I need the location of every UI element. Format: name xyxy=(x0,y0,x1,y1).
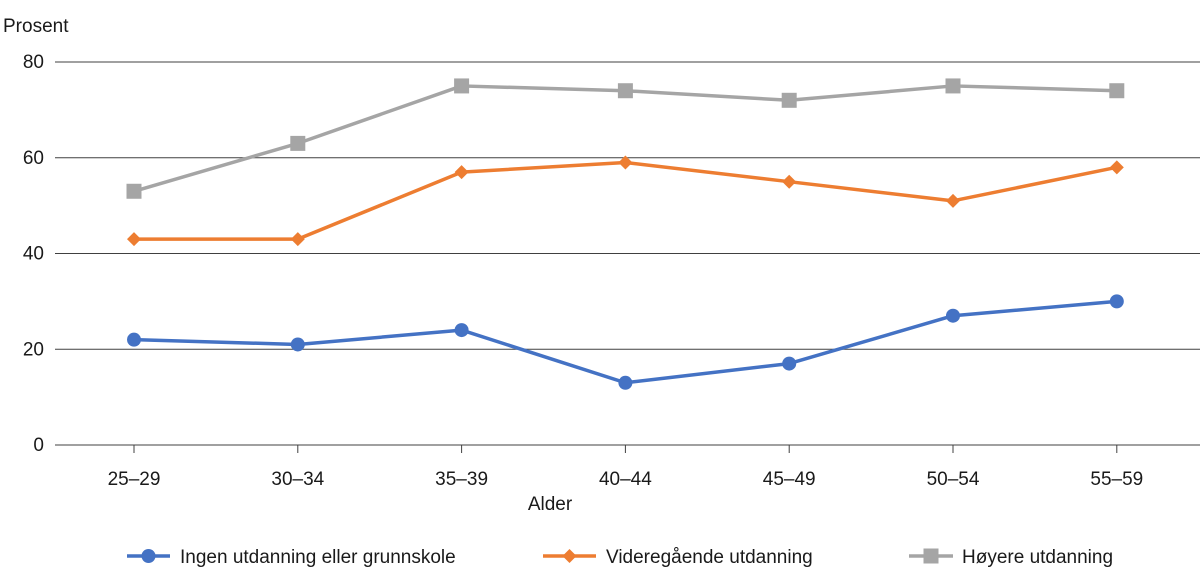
data-point xyxy=(290,232,305,247)
series-1 xyxy=(127,155,1124,247)
y-tick-label: 20 xyxy=(23,339,44,360)
legend: Ingen utdanning eller grunnskole Videregå… xyxy=(127,547,1113,568)
x-axis-title: Alder xyxy=(528,494,573,515)
data-point xyxy=(1109,294,1124,309)
data-point xyxy=(617,83,633,99)
data-point xyxy=(1109,83,1125,99)
series-line xyxy=(134,160,1118,241)
x-tick-label: 45–49 xyxy=(763,469,816,490)
legend-item-0: Ingen utdanning eller grunnskole xyxy=(127,547,456,568)
x-tick-label: 25–29 xyxy=(108,469,161,490)
data-point xyxy=(454,78,470,94)
legend-label: Ingen utdanning eller grunnskole xyxy=(180,547,456,568)
series-line xyxy=(133,84,1117,193)
y-axis-ticks: 0 20 40 60 80 xyxy=(23,52,44,456)
data-point xyxy=(454,165,469,180)
legend-item-1: Videregående utdanning xyxy=(543,547,813,568)
data-point xyxy=(618,155,633,170)
data-point xyxy=(1109,160,1124,175)
x-tick-label: 30–34 xyxy=(271,469,324,490)
x-tick-label: 50–54 xyxy=(927,469,980,490)
x-axis: 25–29 30–34 35–39 40–44 45–49 50–54 55–59 xyxy=(55,444,1200,490)
data-point xyxy=(618,375,633,390)
legend-item-2: Høyere utdanning xyxy=(909,547,1113,568)
series-2 xyxy=(126,78,1125,199)
data-point xyxy=(946,308,960,323)
y-tick-label: 60 xyxy=(23,148,44,169)
data-point xyxy=(454,323,469,338)
x-tick-label: 55–59 xyxy=(1090,469,1143,490)
data-point xyxy=(781,92,797,108)
data-point xyxy=(290,135,306,151)
data-point xyxy=(127,232,141,247)
data-point xyxy=(127,332,141,347)
legend-marker xyxy=(923,548,939,564)
data-point xyxy=(946,193,960,208)
legend-label: Videregående utdanning xyxy=(606,547,813,568)
legend-marker xyxy=(141,549,156,563)
series-0 xyxy=(127,294,1124,390)
data-point xyxy=(782,356,797,371)
x-tick-label: 35–39 xyxy=(435,469,488,490)
data-point xyxy=(945,78,961,94)
gridlines xyxy=(55,61,1200,350)
x-tick-label: 40–44 xyxy=(599,469,652,490)
y-tick-label: 40 xyxy=(23,244,44,265)
series-line xyxy=(133,299,1117,385)
y-tick-label: 80 xyxy=(23,52,44,73)
legend-label: Høyere utdanning xyxy=(962,547,1113,568)
y-axis-title: Prosent xyxy=(3,16,69,37)
data-point xyxy=(782,174,797,189)
data-point xyxy=(290,337,305,352)
series-lines xyxy=(126,78,1125,390)
y-tick-label: 0 xyxy=(33,435,44,456)
legend-marker xyxy=(562,549,577,563)
data-point xyxy=(126,183,142,199)
